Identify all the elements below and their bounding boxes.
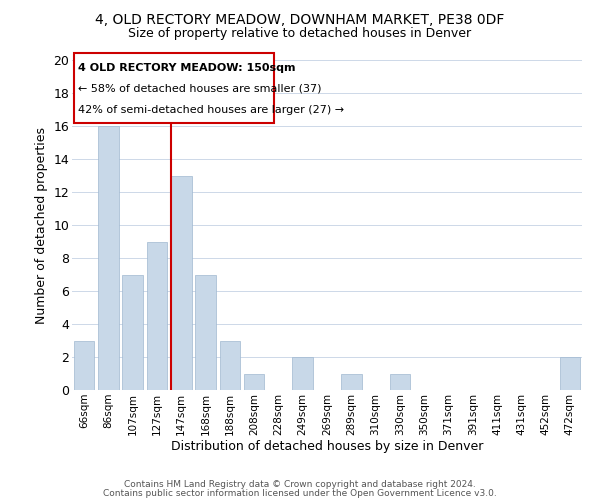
Bar [171, 176, 191, 390]
Bar [292, 357, 313, 390]
Bar [220, 340, 240, 390]
Bar [74, 340, 94, 390]
Text: 42% of semi-detached houses are larger (27) →: 42% of semi-detached houses are larger (… [77, 104, 344, 115]
Bar [560, 357, 580, 390]
Text: 4 OLD RECTORY MEADOW: 150sqm: 4 OLD RECTORY MEADOW: 150sqm [77, 64, 295, 74]
Bar [98, 126, 119, 390]
Bar [146, 242, 167, 390]
Bar [389, 374, 410, 390]
Bar [195, 274, 216, 390]
Text: Contains HM Land Registry data © Crown copyright and database right 2024.: Contains HM Land Registry data © Crown c… [124, 480, 476, 489]
Bar [244, 374, 265, 390]
Text: ← 58% of detached houses are smaller (37): ← 58% of detached houses are smaller (37… [77, 83, 321, 93]
X-axis label: Distribution of detached houses by size in Denver: Distribution of detached houses by size … [171, 440, 483, 454]
Text: Contains public sector information licensed under the Open Government Licence v3: Contains public sector information licen… [103, 490, 497, 498]
Bar [341, 374, 362, 390]
FancyBboxPatch shape [74, 54, 274, 122]
Text: Size of property relative to detached houses in Denver: Size of property relative to detached ho… [128, 28, 472, 40]
Text: 4, OLD RECTORY MEADOW, DOWNHAM MARKET, PE38 0DF: 4, OLD RECTORY MEADOW, DOWNHAM MARKET, P… [95, 12, 505, 26]
Bar [122, 274, 143, 390]
Y-axis label: Number of detached properties: Number of detached properties [35, 126, 48, 324]
